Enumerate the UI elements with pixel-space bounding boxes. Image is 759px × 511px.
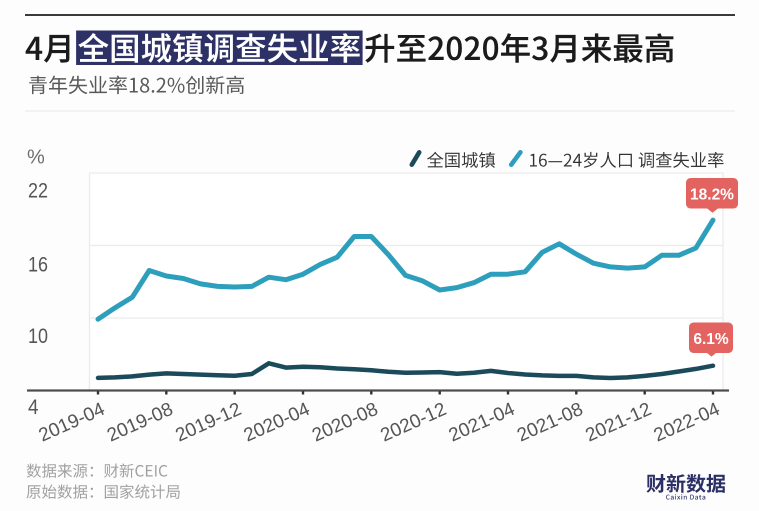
svg-text:2021-04: 2021-04 — [446, 399, 519, 447]
svg-text:22: 22 — [28, 179, 48, 203]
svg-text:6.1%: 6.1% — [693, 331, 729, 348]
svg-text:2021-08: 2021-08 — [514, 399, 586, 447]
svg-text:2020-12: 2020-12 — [377, 399, 449, 447]
svg-text:10: 10 — [28, 324, 48, 348]
svg-text:2021-12: 2021-12 — [582, 399, 654, 447]
svg-text:2020-04: 2020-04 — [241, 399, 314, 447]
svg-text:2019-04: 2019-04 — [36, 399, 109, 447]
svg-text:2020-08: 2020-08 — [309, 399, 381, 447]
svg-text:2019-08: 2019-08 — [104, 399, 176, 447]
svg-text:2022-04: 2022-04 — [651, 399, 724, 447]
svg-text:4: 4 — [28, 395, 39, 419]
svg-text:%: % — [27, 147, 45, 169]
svg-text:16: 16 — [28, 253, 48, 277]
svg-text:2019-12: 2019-12 — [172, 399, 244, 447]
svg-text:18.2%: 18.2% — [690, 187, 734, 204]
